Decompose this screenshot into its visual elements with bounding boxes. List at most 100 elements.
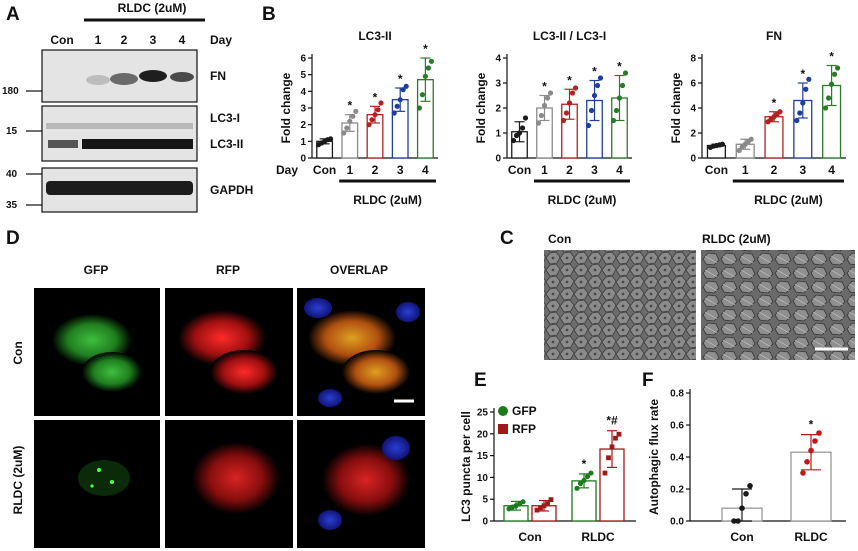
nucleus-rldc-1 (382, 436, 410, 460)
data-point (616, 431, 622, 437)
data-point (739, 505, 745, 512)
cell-con-rfp-2 (210, 350, 278, 394)
y-tick-label: 15 (477, 451, 489, 462)
data-point (548, 497, 554, 503)
data-point (519, 125, 526, 131)
data-point (403, 83, 409, 89)
data-point (832, 71, 838, 77)
band-fn-1 (86, 75, 110, 85)
chart-title: LC3-II / LC3-I (533, 29, 606, 43)
data-point (328, 136, 334, 142)
puncta-rldc-gfp-3 (90, 484, 94, 488)
data-point (397, 97, 403, 103)
panel-label-d: D (6, 228, 20, 249)
blot-label-lc3i: LC3-I (210, 111, 240, 125)
x-tick-label: 3 (397, 163, 404, 177)
significance-mark: * (809, 418, 814, 432)
blot-label-gapdh: GAPDH (210, 183, 253, 197)
data-point (425, 65, 431, 71)
data-point (545, 501, 550, 506)
x-tick-label: 1 (541, 163, 548, 177)
data-point (591, 92, 598, 99)
blot-lane-3: 3 (150, 33, 157, 47)
x-tick-label: 1 (346, 163, 353, 177)
panel-label-a: A (6, 4, 20, 25)
data-point (804, 459, 810, 465)
y-tick-label: 6 (690, 79, 696, 90)
cell-con-gfp-2 (82, 352, 142, 392)
data-point (372, 112, 378, 118)
y-axis-label: Fold change (279, 72, 293, 143)
y-tick-label: 0.4 (670, 453, 684, 464)
significance-mark: * (567, 73, 572, 87)
x-tick-label: 4 (616, 163, 623, 177)
x-tick-label: 4 (828, 163, 835, 177)
data-point (616, 95, 623, 101)
data-point (619, 82, 626, 89)
y-axis-label: Fold change (474, 72, 488, 143)
marker-40: 40 (6, 169, 18, 180)
y-axis-label: Fold change (669, 72, 683, 143)
blot-treatment-label: RLDC (2uM) (118, 1, 187, 15)
x-tick-label: Con (730, 530, 753, 544)
panel-label-e: E (474, 370, 487, 391)
data-point (800, 100, 806, 106)
data-point (588, 107, 595, 114)
significance-mark: * (617, 60, 622, 74)
data-point (806, 76, 812, 82)
legend-rfp-label: RFP (512, 422, 536, 436)
blot-label-lc3ii: LC3-II (210, 137, 243, 151)
y-tick-label: 1 (495, 129, 501, 140)
significance-mark: * (423, 42, 428, 56)
data-point (585, 122, 592, 129)
data-point (747, 483, 753, 489)
data-point (510, 137, 517, 144)
data-point (541, 503, 547, 509)
y-tick-label: 5 (300, 70, 306, 81)
nucleus-rldc-2 (318, 510, 342, 530)
cell-rldc-overlap (322, 444, 410, 516)
x-tick-label: 1 (742, 163, 749, 177)
x-tick-label: 2 (771, 163, 778, 177)
y-tick-label: 0.0 (670, 517, 684, 528)
y-tick-label: 4 (300, 87, 306, 98)
chart-lc3ii: LC3-II Fold change 0 1 2 3 4 5 6 Con * 1 * 2 * 3 * 4 Day RL… (276, 29, 438, 207)
group-label: RLDC (2uM) (353, 193, 422, 207)
chart-title: FN (766, 29, 782, 43)
data-point (816, 430, 822, 436)
y-tick-label: 4 (495, 54, 501, 65)
y-tick-label: 0 (495, 154, 501, 165)
x-tick-label: RLDC (581, 530, 615, 544)
data-point (394, 103, 400, 109)
phase-label-rldc: RLDC (2uM) (702, 232, 771, 246)
phase-image-con (544, 250, 696, 360)
data-point (748, 136, 754, 142)
cell-con-overlap-2 (342, 350, 410, 394)
fluor-col-gfp: GFP (84, 263, 109, 277)
y-axis-label: Autophagic flux rate (647, 399, 661, 515)
data-point (428, 58, 434, 64)
y-tick-label: 4 (690, 104, 696, 115)
data-point (719, 141, 726, 147)
data-point (353, 108, 359, 114)
cell-rldc-rfp (192, 442, 280, 514)
significance-mark: * (592, 65, 597, 79)
band-fn-3 (139, 70, 167, 82)
data-point (534, 507, 540, 513)
panel-c-phase-contrast: Con RLDC (2uM) (544, 232, 855, 360)
significance-mark: * (829, 50, 834, 64)
puncta-rldc-gfp-2 (110, 480, 114, 484)
y-tick-label: 25 (477, 408, 489, 419)
x-tick-label: Con (508, 163, 531, 177)
blot-label-fn: FN (210, 69, 226, 83)
y-tick-label: 6 (300, 54, 306, 65)
y-tick-label: 5 (482, 495, 488, 506)
chart-lc3-puncta: LC3 puncta per cell 0 5 10 15 20 25 Con RLDC * *# G… (459, 404, 636, 544)
data-point (520, 499, 526, 505)
data-point (613, 107, 620, 114)
chart-title: LC3-II (358, 29, 391, 43)
y-tick-label: 2 (300, 120, 306, 131)
x-tick-label: 4 (422, 163, 429, 177)
data-point (812, 438, 818, 444)
x-tick-label: 2 (566, 163, 573, 177)
